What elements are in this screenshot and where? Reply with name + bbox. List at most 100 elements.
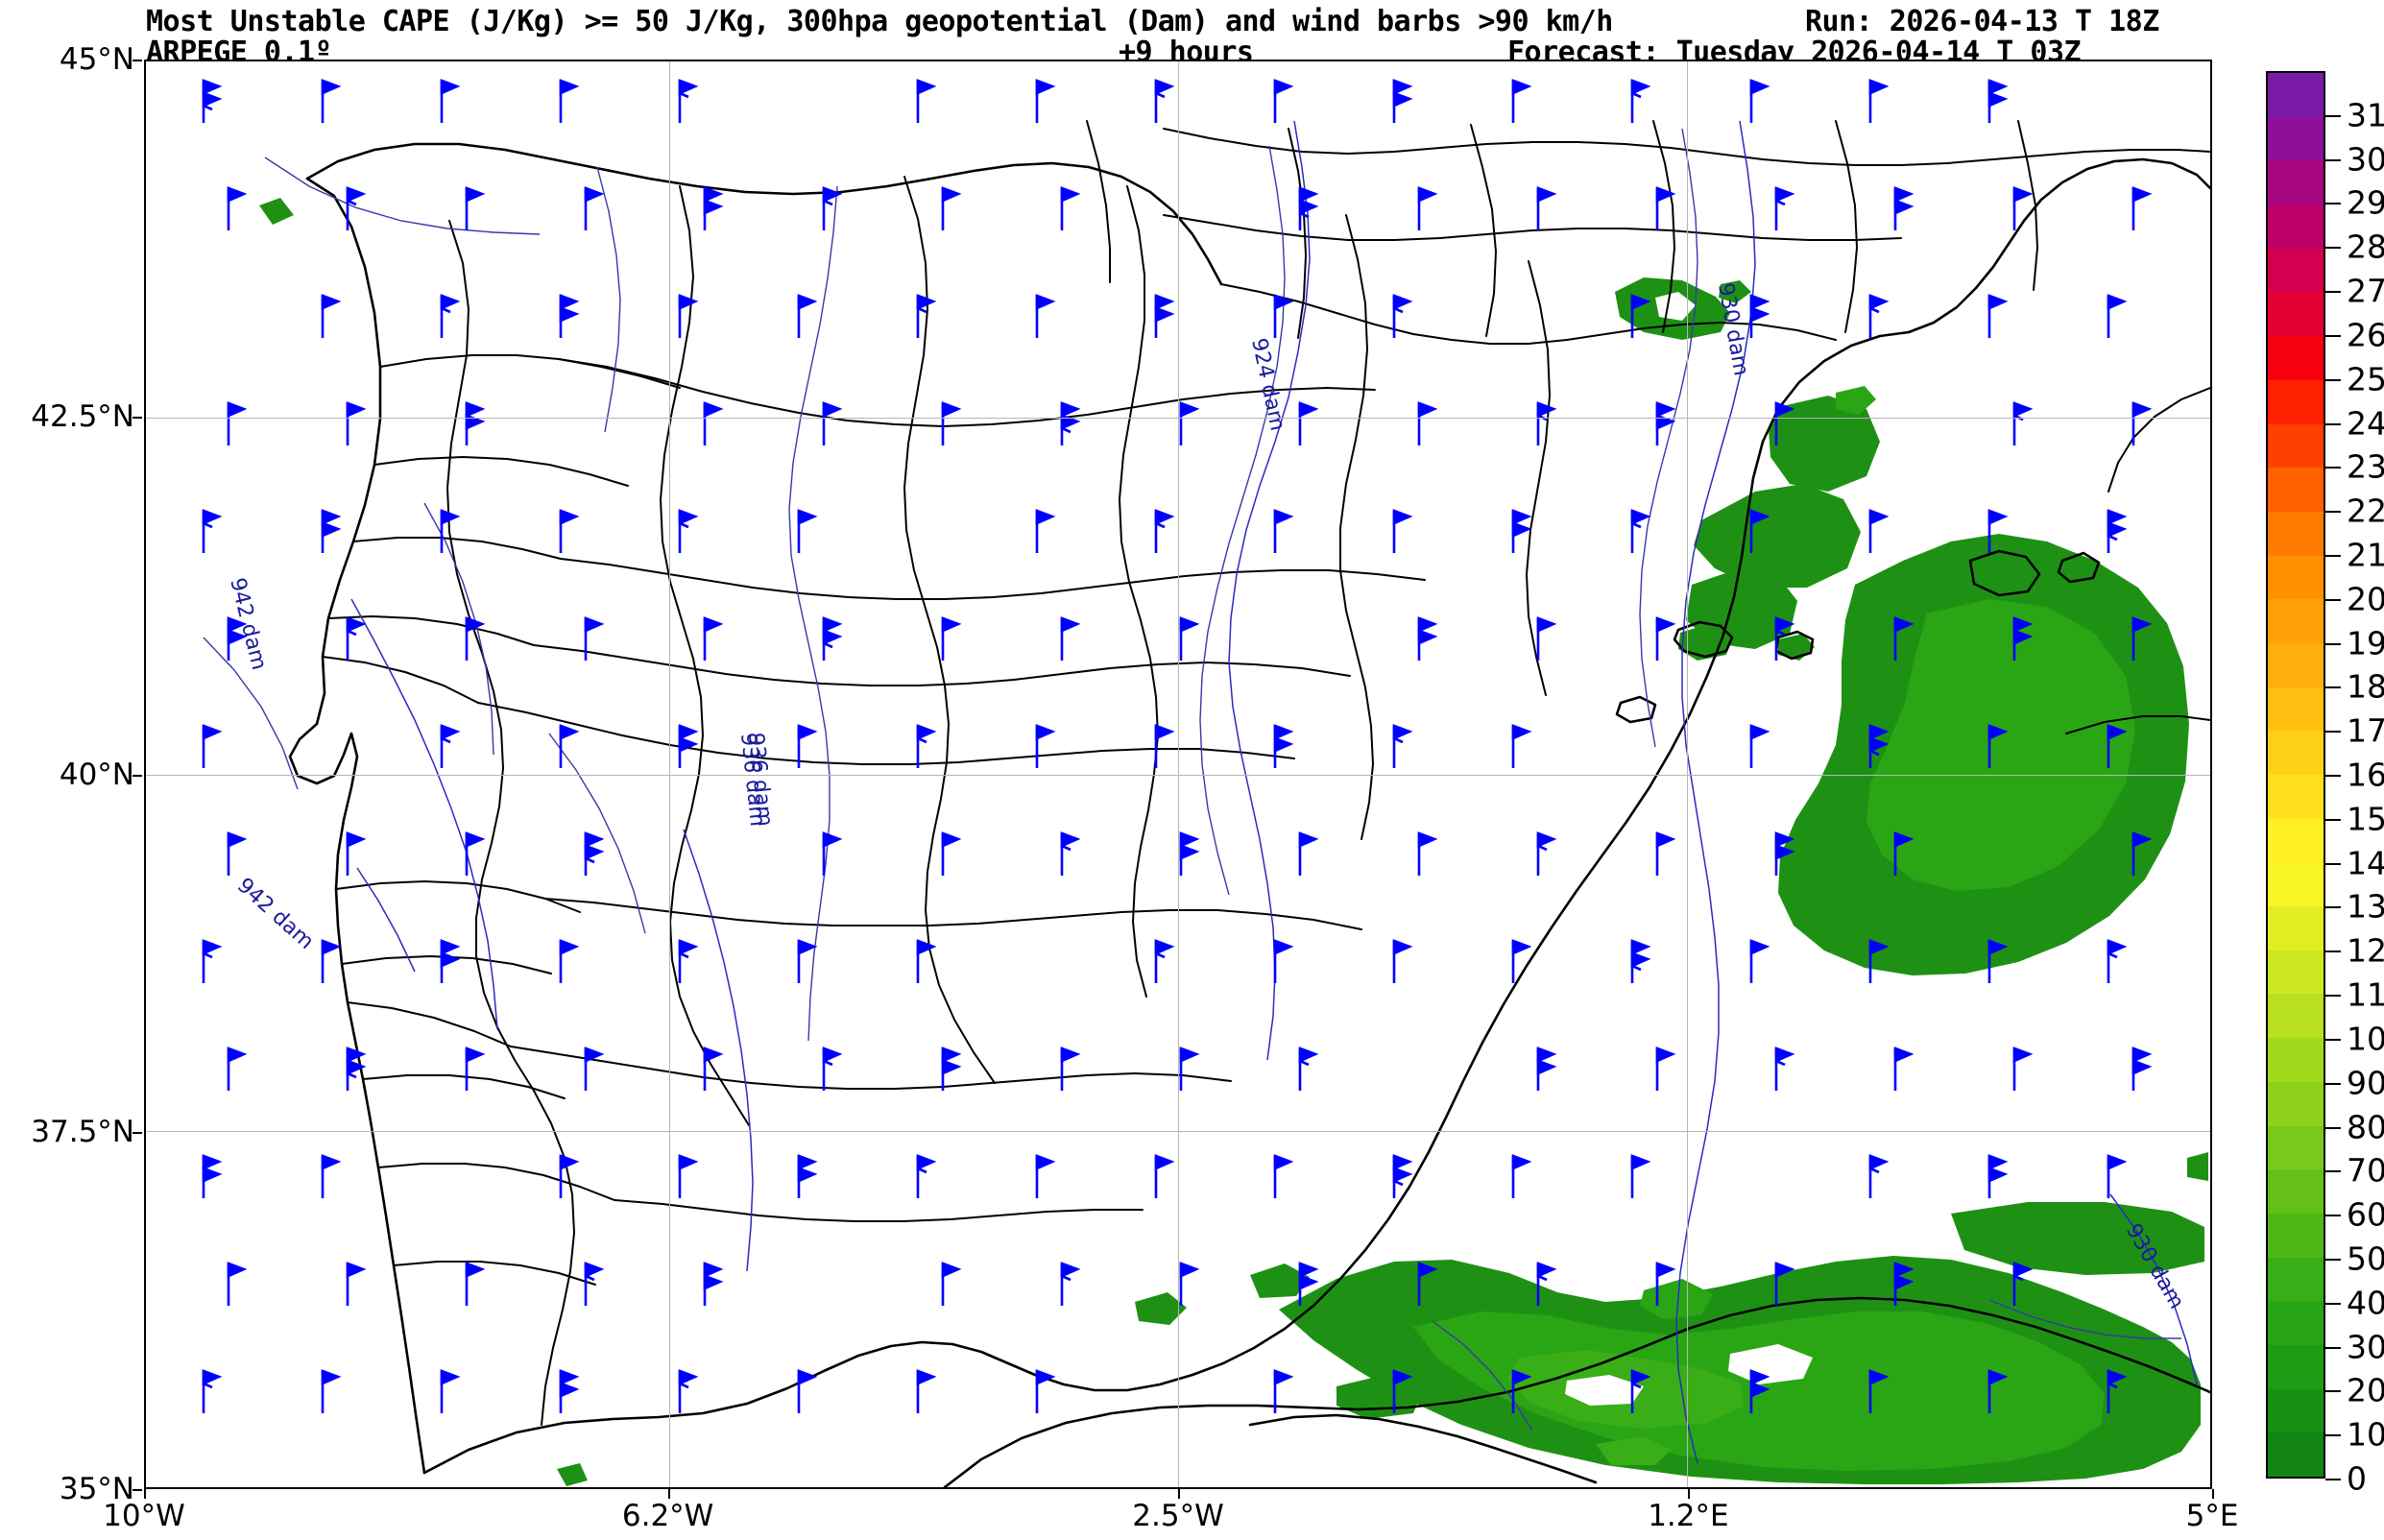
wind-barb [941,401,962,445]
wind-barb [2131,186,2153,230]
wind-barb [1893,186,1914,230]
wind-barb [1273,1369,1294,1413]
colorbar-segment [2268,1301,2324,1345]
colorbar-tick [2325,1390,2341,1393]
wind-barb [202,509,223,553]
wind-barb [1273,79,1294,123]
cape-colorbar[interactable] [2266,71,2325,1479]
colorbar-tick [2325,1302,2341,1305]
wind-barb [227,831,248,876]
colorbar-label-600: 600 [2347,1195,2384,1234]
wind-barb [440,294,461,338]
wind-barb [559,509,580,553]
wind-barb [1511,724,1532,768]
wind-barb [1749,724,1770,768]
wind-barb [2107,939,2128,983]
wind-barb [703,186,724,230]
colorbar-tick [2325,598,2341,601]
wind-barb [941,1262,962,1306]
wind-barb [559,79,580,123]
colorbar-segment [2268,1213,2324,1258]
wind-barb [1179,1262,1200,1306]
colorbar-tick [2325,291,2341,294]
colorbar-segment [2268,292,2324,337]
wind-barb [1417,616,1438,661]
colorbar-label-1800: 1800 [2347,667,2384,706]
colorbar-tick [2325,1126,2341,1129]
colorbar-segment [2268,1432,2324,1477]
wind-barb [346,186,367,230]
colorbar-segment [2268,205,2324,249]
wind-barb [1060,1262,1081,1306]
wind-barb [941,616,962,661]
wind-barb [678,79,699,123]
xtick-mark-1 [667,1489,670,1499]
colorbar-segment [2268,818,2324,863]
wind-barb [1987,1369,2009,1413]
colorbar-label-3100: 3100 [2347,96,2384,134]
wind-barb [202,939,223,983]
wind-barb [2107,509,2128,553]
wind-barb [440,79,461,123]
wind-barb [465,1262,486,1306]
ytick-mark-2 [132,774,142,777]
colorbar-label-400: 400 [2347,1284,2384,1322]
wind-barb [1417,1262,1438,1306]
xtick-mark-0 [144,1489,146,1499]
wind-barb [1987,294,2009,338]
wind-barb [2107,1369,2128,1413]
wind-barb [1868,724,1890,768]
wind-barb [822,401,843,445]
xtick-label-1: 6.2°W [621,1499,714,1533]
colorbar-label-1900: 1900 [2347,624,2384,662]
wind-barb [1273,724,1294,768]
wind-barb [1774,186,1795,230]
colorbar-segment [2268,775,2324,819]
colorbar-label-800: 800 [2347,1108,2384,1145]
wind-barb [916,294,937,338]
wind-barb [346,401,367,445]
wind-barb [559,724,580,768]
wind-barb [822,831,843,876]
wind-barb [1655,831,1676,876]
ytick-label-0: 45°N [59,42,134,77]
wind-barb [703,1047,724,1091]
wind-barb [797,724,818,768]
ytick-mark-3 [132,1131,142,1134]
wind-barb [916,724,937,768]
colorbar-label-900: 900 [2347,1064,2384,1102]
colorbar-label-500: 500 [2347,1239,2384,1278]
wind-barb [1749,79,1770,123]
wind-barb [1154,79,1175,123]
xtick-label-3: 1.2°E [1648,1499,1729,1533]
wind-barb [321,294,342,338]
map-plot-area[interactable]: 924 dam 930 dam 936 dam 936 dam 942 dam … [144,60,2212,1489]
colorbar-tick [2325,995,2341,998]
wind-barb [2012,616,2034,661]
colorbar-segment [2268,1169,2324,1214]
colorbar-segment [2268,468,2324,512]
wind-barb [2107,724,2128,768]
wind-barb [1868,939,1890,983]
wind-barb [202,79,223,123]
colorbar-tick [2325,1258,2341,1261]
wind-barb [1868,509,1890,553]
wind-barb [1298,831,1319,876]
xtick-mark-2 [1178,1489,1180,1499]
wind-barb [1417,831,1438,876]
colorbar-label-300: 300 [2347,1328,2384,1366]
wind-barb [1179,616,1200,661]
wind-barb [1392,1369,1413,1413]
page-title: Most Unstable CAPE (J/Kg) >= 50 J/Kg, 30… [146,5,1613,38]
wind-barb [678,724,699,768]
geopotential-contours [350,120,2198,1464]
contour-label-942b: 942 dam [232,874,318,954]
wind-barb [465,831,486,876]
wind-barb [1154,939,1175,983]
wind-barb [1655,616,1676,661]
wind-barb [1536,401,1557,445]
wind-barb [1774,401,1795,445]
colorbar-segment [2268,73,2324,117]
colorbar-tick [2325,554,2341,557]
wind-barb [465,401,486,445]
